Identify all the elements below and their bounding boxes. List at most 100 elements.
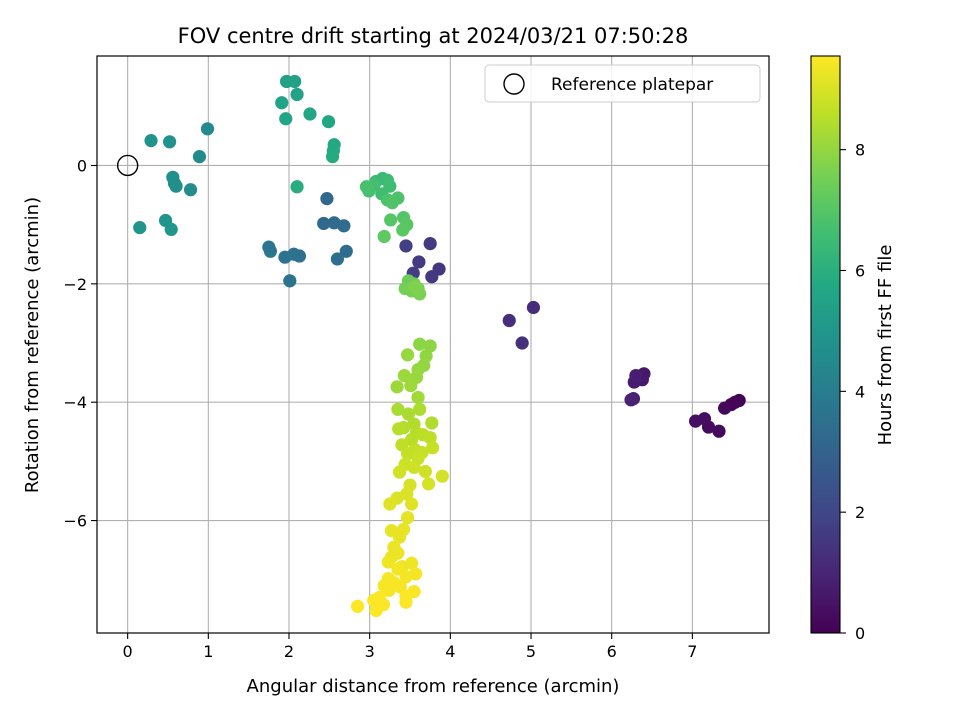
data-point xyxy=(526,300,541,315)
y-tick-label: −4 xyxy=(63,393,87,412)
data-point xyxy=(359,180,374,194)
x-tick-label: 1 xyxy=(203,642,213,661)
x-tick-label: 4 xyxy=(445,642,455,661)
x-tick-label: 0 xyxy=(123,642,133,661)
data-point xyxy=(275,96,289,110)
data-point xyxy=(400,510,415,525)
data-point xyxy=(382,583,396,597)
data-point xyxy=(144,134,158,148)
data-point xyxy=(425,441,440,455)
data-point xyxy=(183,183,198,197)
data-point xyxy=(279,112,293,126)
data-point xyxy=(337,219,351,233)
x-tick-label: 5 xyxy=(526,642,536,661)
legend-box xyxy=(484,64,761,103)
data-point xyxy=(163,135,177,149)
data-point xyxy=(397,368,411,383)
data-point xyxy=(192,150,207,164)
y-tick-label: 0 xyxy=(77,156,87,175)
data-point xyxy=(405,497,419,511)
data-point xyxy=(409,567,423,581)
data-point xyxy=(321,115,336,129)
colorbar-tick-label: 8 xyxy=(855,141,865,160)
data-point xyxy=(400,447,415,461)
colorbar-tick-label: 0 xyxy=(855,624,865,643)
colorbar-gradient xyxy=(810,55,841,634)
legend: Reference platepar xyxy=(484,64,761,103)
data-point xyxy=(412,255,426,269)
data-point xyxy=(377,229,391,244)
data-point xyxy=(392,530,407,544)
data-point xyxy=(317,216,331,231)
y-tick-label: −6 xyxy=(63,512,87,531)
data-point xyxy=(339,244,353,258)
legend-label: Reference platepar xyxy=(551,75,713,95)
data-point xyxy=(423,339,437,353)
reference-platepar-marker xyxy=(116,154,139,177)
data-point xyxy=(303,107,317,121)
data-point xyxy=(330,252,345,266)
data-point xyxy=(425,270,439,284)
data-point xyxy=(718,401,732,415)
y-axis-ticks: −6 −4 −2 0 xyxy=(63,156,97,531)
data-point xyxy=(408,280,422,294)
data-point xyxy=(624,393,638,407)
data-point xyxy=(166,170,180,184)
data-point xyxy=(688,414,703,428)
data-point xyxy=(381,555,395,569)
colorbar: 0 2 4 6 8 Hours from first FF file xyxy=(810,55,896,643)
data-point xyxy=(421,477,436,491)
data-point xyxy=(320,192,334,206)
data-point xyxy=(423,431,437,445)
chart-title: FOV centre drift starting at 2024/03/21 … xyxy=(178,24,689,48)
y-axis-label: Rotation from reference (arcmin) xyxy=(22,197,43,493)
data-point xyxy=(288,74,302,89)
data-point xyxy=(133,221,147,235)
data-point xyxy=(435,469,449,483)
x-axis-label: Angular distance from reference (arcmin) xyxy=(247,676,620,697)
colorbar-tick-label: 2 xyxy=(855,503,865,522)
data-point xyxy=(399,595,413,609)
data-point xyxy=(515,336,529,350)
data-point xyxy=(383,497,397,511)
data-point xyxy=(399,239,413,253)
y-tick-label: −2 xyxy=(63,275,87,294)
data-point xyxy=(425,416,439,430)
x-tick-label: 2 xyxy=(284,642,294,661)
x-tick-label: 6 xyxy=(607,642,617,661)
data-point xyxy=(405,556,419,570)
plot-frame xyxy=(96,55,770,634)
data-point xyxy=(391,402,405,416)
data-point xyxy=(390,380,404,394)
data-point xyxy=(629,368,643,383)
data-point xyxy=(350,599,365,613)
data-point xyxy=(396,223,410,237)
grid xyxy=(97,56,769,633)
data-point xyxy=(384,213,398,227)
data-point xyxy=(369,603,383,618)
data-point xyxy=(290,87,304,102)
data-point xyxy=(392,465,407,479)
data-point xyxy=(502,313,516,328)
data-point xyxy=(385,196,399,210)
x-tick-label: 3 xyxy=(365,642,375,661)
data-point xyxy=(411,390,425,405)
data-point xyxy=(418,464,432,479)
data-point xyxy=(407,460,421,474)
data-point xyxy=(413,337,427,351)
colorbar-ticks: 0 2 4 6 8 xyxy=(840,141,865,643)
x-tick-label: 7 xyxy=(687,642,697,661)
colorbar-tick-label: 6 xyxy=(855,261,865,280)
data-point xyxy=(325,150,340,164)
data-point xyxy=(290,180,304,194)
data-point xyxy=(278,250,292,264)
data-point xyxy=(405,432,419,447)
data-point xyxy=(200,122,215,136)
data-point xyxy=(164,222,178,236)
data-point xyxy=(404,379,418,393)
x-axis-ticks: 0 1 2 3 4 5 6 7 xyxy=(123,633,697,661)
data-point xyxy=(283,274,297,288)
data-point xyxy=(423,236,437,251)
data-point xyxy=(401,407,415,421)
